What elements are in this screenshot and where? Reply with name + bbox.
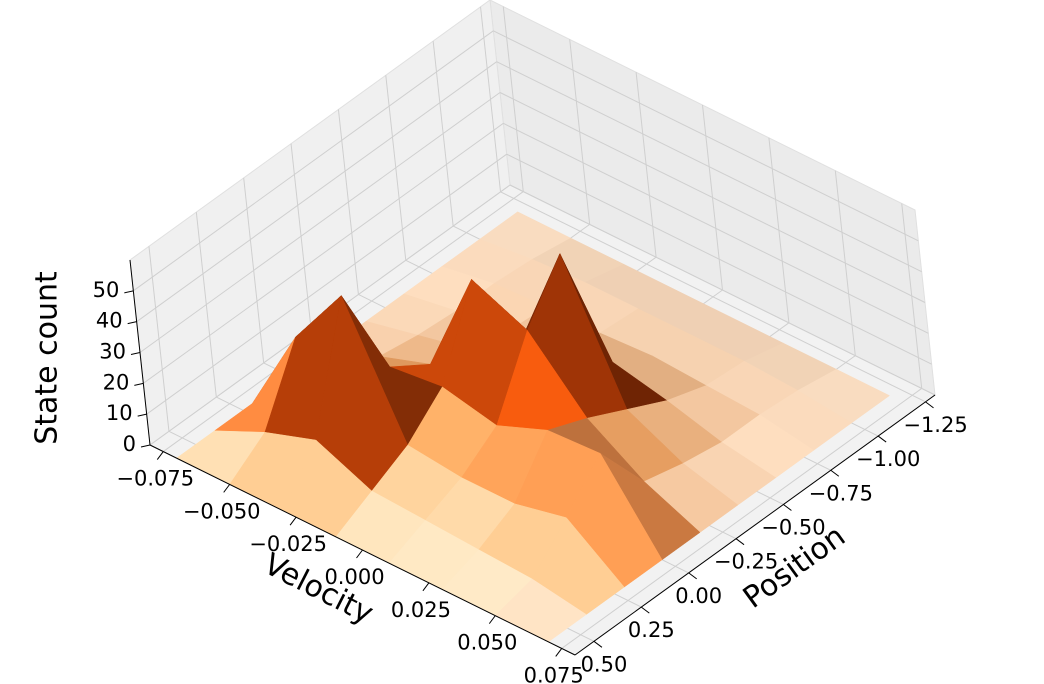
y-tick-label: 0.025 xyxy=(391,598,451,622)
z-tick-label: 10 xyxy=(106,401,133,425)
grid-line xyxy=(503,122,929,334)
y-tick-label: −0.075 xyxy=(116,467,194,491)
grid-line xyxy=(509,184,936,396)
grid-line xyxy=(139,92,501,353)
x-tick-label: −0.25 xyxy=(714,550,778,574)
x-tick-label: −0.50 xyxy=(761,515,825,539)
z-tick-label: 50 xyxy=(93,278,120,302)
tick-mark xyxy=(830,469,840,477)
surface xyxy=(176,211,890,643)
y-axis-line xyxy=(149,444,576,656)
tick-mark xyxy=(134,382,144,386)
tick-mark xyxy=(488,615,496,624)
z-axis-label: State count xyxy=(30,271,65,445)
grid-line xyxy=(496,61,922,273)
grid-line xyxy=(506,153,932,365)
tick-mark xyxy=(641,606,650,614)
tick-mark xyxy=(593,640,603,648)
y-tick-label: 0.050 xyxy=(457,631,517,655)
y-tick-label: −0.025 xyxy=(249,532,327,556)
grid-line xyxy=(133,30,494,292)
tick-mark xyxy=(422,582,430,592)
tick-mark xyxy=(735,538,745,546)
tick-mark xyxy=(223,484,231,493)
grid-line xyxy=(136,61,497,323)
y-tick-label: 0.075 xyxy=(524,663,584,684)
x-axis-line xyxy=(574,394,936,656)
tick-mark xyxy=(130,352,141,355)
grid-line xyxy=(146,153,507,415)
tick-mark xyxy=(137,413,147,417)
tick-mark xyxy=(124,290,134,294)
tick-mark xyxy=(289,516,297,526)
z-tick-label: 40 xyxy=(96,309,123,333)
tick-mark xyxy=(140,444,151,448)
tick-mark xyxy=(127,321,137,325)
x-tick-label: 0.50 xyxy=(581,652,628,676)
z-tick-label: 20 xyxy=(103,370,130,394)
z-axis-line xyxy=(129,259,151,446)
y-tick-label: −0.050 xyxy=(183,499,261,523)
x-tick-label: −1.00 xyxy=(856,447,920,471)
grid-line xyxy=(561,388,923,649)
z-tick-label: 30 xyxy=(99,340,126,364)
x-tick-label: −1.25 xyxy=(903,413,967,437)
y-axis-label: Velocity xyxy=(258,547,379,632)
grid-line xyxy=(499,92,926,303)
tick-mark xyxy=(156,451,164,460)
grid-line xyxy=(493,30,919,242)
x-tick-label: −0.75 xyxy=(809,481,873,505)
grid-line xyxy=(143,122,504,384)
tick-mark xyxy=(925,401,934,409)
tick-mark xyxy=(356,549,363,559)
x-tick-label: 0.00 xyxy=(675,584,722,608)
tick-mark xyxy=(783,504,792,511)
axes: −1.25 −1.00 −0.75 −0.50 −0.25 0.000.250.50 −0.… xyxy=(93,259,968,684)
tick-mark xyxy=(555,648,563,657)
z-tick-label: 0 xyxy=(123,432,136,456)
y-tick-label: 0.000 xyxy=(324,565,384,589)
tick-mark xyxy=(877,435,887,443)
x-tick-label: 0.25 xyxy=(628,618,675,642)
tick-mark xyxy=(688,572,697,580)
